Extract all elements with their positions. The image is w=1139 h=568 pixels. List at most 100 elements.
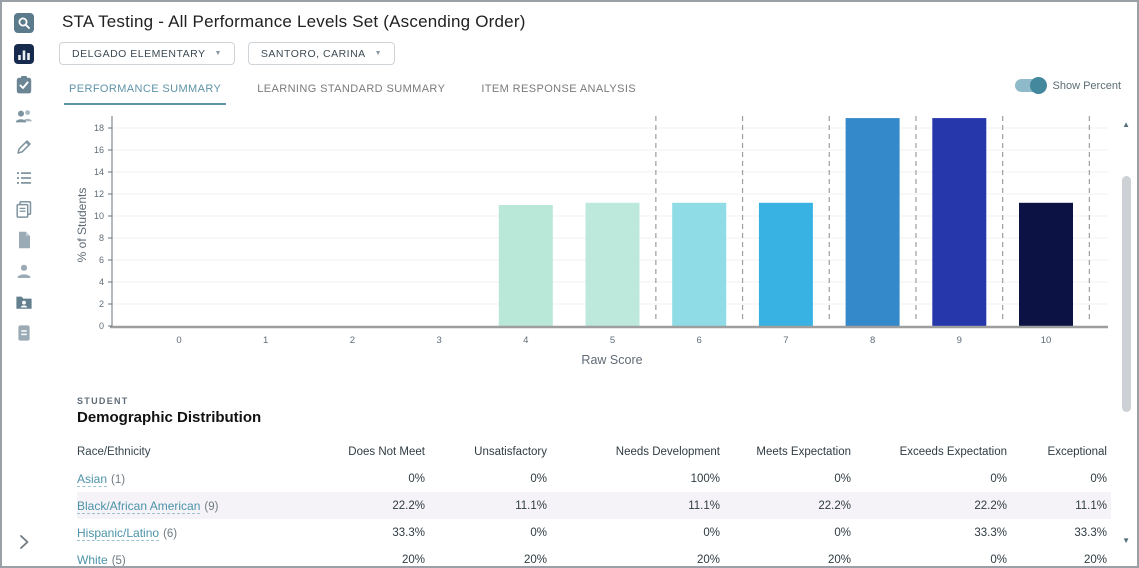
percent-cell: 0% <box>834 472 851 485</box>
bar-raw-score-9[interactable] <box>932 118 987 326</box>
race-link[interactable]: Hispanic/Latino <box>77 525 160 541</box>
column-header: Exceeds Expectation <box>899 446 1007 458</box>
demographic-table: Race/Ethnicity Does Not Meet Unsatisfactor… <box>77 439 1111 567</box>
race-link[interactable]: Black/African American <box>77 498 201 514</box>
svg-text:6: 6 <box>697 335 702 346</box>
svg-text:10: 10 <box>94 211 104 221</box>
percent-cell: 11.1% <box>688 499 720 512</box>
bar-raw-score-10[interactable] <box>1019 202 1073 326</box>
demographic-section: STUDENT Demographic Distribution Race/Et… <box>77 396 1111 567</box>
scroll-down-arrow-icon[interactable]: ▼ <box>1122 536 1130 545</box>
race-cell: Hispanic/Latino (6) <box>77 524 302 542</box>
document-lines-icon[interactable] <box>14 323 34 343</box>
svg-text:1: 1 <box>263 335 268 346</box>
bar-raw-score-8[interactable] <box>845 118 900 326</box>
race-count: (9) <box>204 500 219 513</box>
search-icon[interactable] <box>14 13 34 33</box>
column-header: Exceptional <box>1047 446 1107 458</box>
svg-text:10: 10 <box>1041 335 1052 346</box>
percent-cell: 0% <box>990 472 1007 485</box>
table-header-row: Race/Ethnicity Does Not Meet Unsatisfactor… <box>77 439 1111 465</box>
section-eyebrow: STUDENT <box>77 396 129 406</box>
race-count: (5) <box>111 554 126 567</box>
percent-cell: 33.3% <box>974 526 1007 539</box>
chevron-down-icon: ▼ <box>214 50 222 57</box>
percent-cell: 0% <box>530 526 547 539</box>
svg-text:16: 16 <box>94 145 104 155</box>
teacher-filter-dropdown[interactable]: SANTORO, CARINA ▼ <box>247 42 396 65</box>
person-icon[interactable] <box>14 261 34 281</box>
teacher-filter-label: SANTORO, CARINA <box>260 47 366 60</box>
svg-text:0: 0 <box>99 321 104 331</box>
percent-cell: 0% <box>834 526 851 539</box>
file-icon[interactable] <box>14 230 34 250</box>
race-link[interactable]: White <box>77 552 108 567</box>
percent-cell: 0% <box>990 553 1007 566</box>
scrollbar-thumb[interactable] <box>1122 176 1131 412</box>
percent-cell: 20% <box>1083 553 1107 566</box>
svg-text:2: 2 <box>350 335 355 346</box>
pages-icon[interactable] <box>14 199 34 219</box>
race-count: (6) <box>163 527 178 540</box>
svg-text:6: 6 <box>99 255 104 265</box>
list-icon[interactable] <box>14 168 34 188</box>
svg-text:4: 4 <box>99 277 104 287</box>
table-row: White (5) 20% 20% 20% 20% 0% 20% <box>77 546 1111 567</box>
svg-text:Raw Score: Raw Score <box>581 353 642 367</box>
toggle-label: Show Percent <box>1052 79 1121 92</box>
percent-cell: 20% <box>827 553 851 566</box>
bar-raw-score-5[interactable] <box>585 202 640 326</box>
reports-icon[interactable] <box>14 44 34 64</box>
table-row: Black/African American (9) 22.2% 11.1% 11.1%… <box>77 492 1111 519</box>
race-count: (1) <box>111 473 126 486</box>
percent-cell: 11.1% <box>1075 499 1107 512</box>
percent-cell: 33.3% <box>1074 526 1107 539</box>
svg-text:18: 18 <box>94 123 104 133</box>
bar-raw-score-7[interactable] <box>758 202 813 326</box>
percent-cell: 0% <box>530 472 547 485</box>
expand-sidebar-chevron-icon[interactable] <box>13 531 35 553</box>
show-percent-toggle-group: Show Percent <box>1014 77 1121 94</box>
race-link[interactable]: Asian <box>77 471 108 487</box>
assessments-icon[interactable] <box>14 75 34 95</box>
column-header: Race/Ethnicity <box>77 446 151 458</box>
bar-raw-score-4[interactable] <box>498 205 553 326</box>
percent-cell: 20% <box>401 553 425 566</box>
tab-learning-standard-summary[interactable]: LEARNING STANDARD SUMMARY <box>257 83 446 95</box>
sidebar <box>2 2 46 566</box>
column-header: Unsatisfactory <box>474 446 547 458</box>
main-content: STA Testing - All Performance Levels Set… <box>46 2 1137 566</box>
school-filter-dropdown[interactable]: DELGADO ELEMENTARY ▼ <box>59 42 235 65</box>
svg-text:4: 4 <box>523 335 528 346</box>
show-percent-toggle[interactable] <box>1014 77 1047 94</box>
svg-text:12: 12 <box>94 189 104 199</box>
chevron-down-icon: ▼ <box>374 50 383 57</box>
tab-item-response-analysis[interactable]: ITEM RESPONSE ANALYSIS <box>481 83 637 95</box>
folder-user-icon[interactable] <box>14 292 34 312</box>
tab-performance-summary[interactable]: PERFORMANCE SUMMARY <box>64 80 227 105</box>
svg-text:0: 0 <box>176 335 181 346</box>
toggle-knob <box>1029 77 1047 94</box>
percent-cell: 100% <box>690 472 720 485</box>
table-row: Asian (1) 0% 0% 100% 0% 0% 0% <box>77 465 1111 492</box>
students-icon[interactable] <box>14 106 34 126</box>
svg-text:8: 8 <box>870 335 875 346</box>
svg-text:8: 8 <box>99 233 104 243</box>
svg-text:7: 7 <box>783 335 788 346</box>
percent-cell: 0% <box>1090 472 1107 485</box>
scroll-up-arrow-icon[interactable]: ▲ <box>1122 120 1130 129</box>
school-filter-label: DELGADO ELEMENTARY <box>72 47 206 60</box>
percent-cell: 0% <box>703 526 720 539</box>
percent-cell: 22.2% <box>818 499 851 512</box>
page-title: STA Testing - All Performance Levels Set… <box>62 12 526 31</box>
percent-cell: 22.2% <box>392 499 425 512</box>
percent-cell: 22.2% <box>974 499 1007 512</box>
edit-pencil-icon[interactable] <box>14 137 34 157</box>
percent-cell: 11.1% <box>515 499 547 512</box>
bar-raw-score-6[interactable] <box>672 202 727 326</box>
svg-text:14: 14 <box>94 167 104 177</box>
race-cell: Black/African American (9) <box>77 497 302 515</box>
percent-cell: 0% <box>408 472 425 485</box>
race-cell: Asian (1) <box>77 470 302 488</box>
raw-score-bar-chart: 0 2 4 6 8 10 12 14 16 18 0 1 2 3 4 5 6 7 8 9 10 Raw Score% of… <box>46 110 1137 373</box>
